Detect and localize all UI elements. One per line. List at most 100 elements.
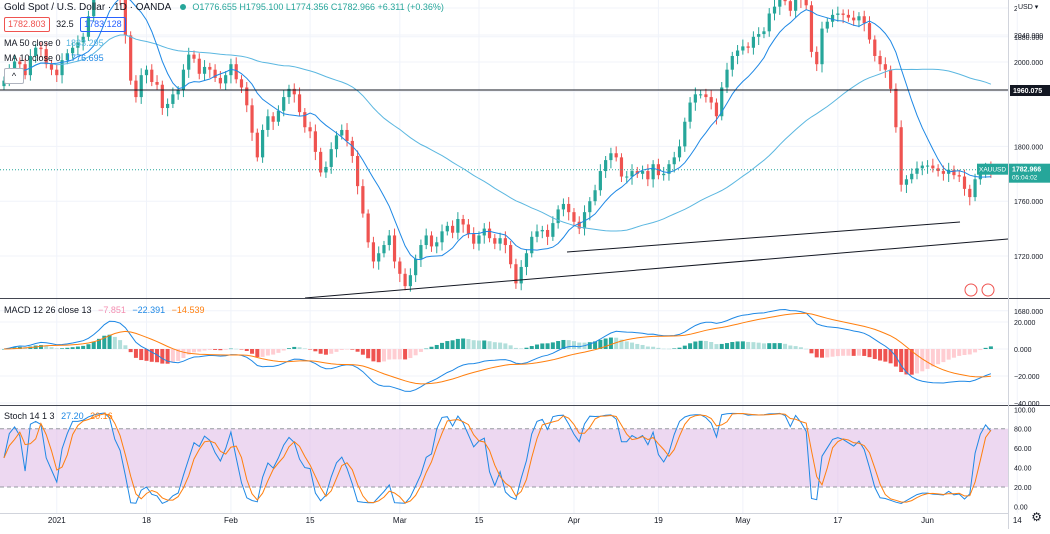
- macd-tick-label: −20.000: [1014, 374, 1040, 381]
- candle-body: [245, 87, 249, 106]
- candle-body: [477, 235, 481, 244]
- macd-histogram-bar: [181, 349, 186, 359]
- macd-histogram-bar: [160, 349, 165, 364]
- macd-histogram-bar: [302, 348, 307, 349]
- candle-body: [86, 16, 91, 37]
- sell-price-button[interactable]: 1782.803: [4, 17, 50, 32]
- last-price-label: 1782.966: [1012, 167, 1041, 174]
- macd-histogram-bar: [524, 347, 529, 349]
- macd-histogram-bar: [867, 349, 872, 358]
- candle-body: [677, 146, 682, 158]
- candle-body: [71, 47, 75, 54]
- macd-histogram-bar: [308, 349, 313, 350]
- macd-histogram-bar: [893, 349, 898, 367]
- candle-body: [545, 229, 550, 237]
- buy-price-button[interactable]: 1783.128: [80, 17, 126, 32]
- live-dot-icon: [179, 4, 186, 10]
- macd-histogram-bar: [360, 349, 365, 355]
- candle-body: [873, 39, 877, 56]
- candle-body: [604, 160, 608, 172]
- candle-body: [693, 94, 697, 103]
- candle-body: [667, 164, 671, 174]
- macd-histogram-bar: [350, 349, 355, 350]
- macd-histogram-bar: [608, 337, 613, 349]
- candle-body: [815, 51, 819, 65]
- ma10-label: MA 10 close 0: [4, 53, 61, 63]
- time-axis-label: Feb: [224, 516, 238, 525]
- candle-body: [450, 225, 455, 233]
- candle-body: [49, 64, 54, 70]
- candle-body: [836, 13, 840, 15]
- macd-histogram-bar: [603, 338, 608, 349]
- time-axis-label: Mar: [393, 516, 407, 525]
- candle-body: [28, 55, 32, 76]
- ma50-legend: MA 50 close 0 1833.295: [4, 38, 104, 48]
- candle-body: [862, 16, 866, 24]
- macd-histogram-bar: [635, 343, 640, 349]
- macd-histogram-bar: [556, 341, 561, 349]
- macd-histogram-bar: [751, 342, 756, 349]
- macd-histogram-bar: [709, 341, 714, 349]
- candle-body: [39, 47, 43, 50]
- macd-histogram-bar: [96, 338, 101, 349]
- macd-histogram-bar: [856, 349, 861, 356]
- candle-body: [625, 176, 629, 178]
- symbol-header: Gold Spot / U.S. Dollar · 1D · OANDA O17…: [4, 2, 444, 13]
- candle-body: [445, 225, 449, 232]
- macd-histogram-bar: [920, 349, 925, 372]
- stoch-tick-label: 20.00: [1014, 485, 1032, 492]
- time-axis-label: 15: [306, 516, 315, 525]
- macd-label: MACD 12 26 close 13: [4, 305, 92, 315]
- macd-histogram-bar: [202, 349, 207, 351]
- candle-body: [519, 266, 523, 284]
- ma10-line: [3, 0, 991, 261]
- ma50-value: 1833.295: [66, 38, 104, 48]
- macd-histogram-bar: [640, 344, 645, 349]
- symbol-title: Gold Spot / U.S. Dollar · 1D · OANDA: [4, 2, 172, 13]
- collapse-legend-button[interactable]: ^: [4, 68, 24, 84]
- stoch-d-value: 20.16: [90, 411, 113, 421]
- candle-body: [377, 253, 381, 262]
- candle-body: [424, 235, 428, 246]
- candle-body: [387, 235, 391, 246]
- candle-body: [867, 23, 872, 40]
- stoch-overbought-band: [0, 428, 1008, 487]
- macd-histogram-bar: [434, 344, 439, 349]
- candle-body: [846, 14, 850, 18]
- settings-gear-icon[interactable]: ⚙: [1031, 510, 1042, 524]
- candle-body: [55, 69, 59, 76]
- macd-histogram-bar: [967, 349, 972, 355]
- macd-histogram-bar: [139, 349, 144, 361]
- macd-histogram-bar: [915, 349, 920, 374]
- macd-histogram-bar: [313, 349, 318, 352]
- trendline: [304, 238, 1009, 299]
- macd-histogram-bar: [561, 339, 566, 349]
- stoch-tick-label: 0.00: [1014, 504, 1028, 511]
- candle-body: [688, 102, 692, 122]
- candle-body: [741, 46, 745, 51]
- macd-histogram-bar: [170, 349, 175, 363]
- macd-histogram-bar: [403, 349, 408, 360]
- macd-histogram-bar: [835, 349, 840, 357]
- candle-body: [572, 212, 576, 222]
- candle-body: [155, 82, 159, 85]
- level-tag-label: 1960.075: [1013, 88, 1042, 95]
- candle-body: [640, 171, 645, 174]
- candle-body: [408, 275, 412, 287]
- candle-body: [150, 69, 154, 83]
- candle-body: [794, 0, 798, 11]
- ma10-legend: MA 10 close 0 1776.695: [4, 53, 104, 63]
- macd-histogram-bar: [703, 340, 708, 349]
- macd-histogram-bar: [366, 349, 371, 359]
- macd-histogram-bar: [651, 346, 656, 349]
- macd-histogram-bar: [149, 349, 154, 362]
- macd-histogram-bar: [86, 344, 91, 349]
- candle-body: [503, 238, 507, 246]
- macd-histogram-bar: [862, 349, 867, 356]
- macd-histogram-bar: [133, 349, 138, 358]
- candle-body: [588, 201, 592, 213]
- macd-histogram-bar: [292, 346, 297, 349]
- candle-body: [319, 151, 323, 173]
